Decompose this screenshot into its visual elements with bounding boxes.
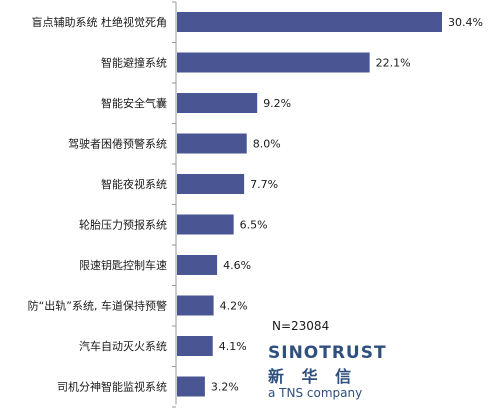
value-label: 4.2%	[220, 300, 248, 313]
value-label: 22.1%	[376, 57, 411, 70]
value-label: 30.4%	[448, 16, 483, 29]
category-label: 智能夜视系统	[101, 177, 167, 191]
axis-ticks	[172, 1, 176, 408]
bar	[177, 295, 214, 316]
tns-tagline: a TNS company	[268, 386, 363, 400]
value-label: 6.5%	[240, 219, 268, 232]
sinotrust-logo-text: SINOTRUST	[268, 343, 387, 363]
value-label: 7.7%	[250, 178, 278, 191]
category-label: 限速钥匙控制车速	[79, 258, 167, 272]
bar	[177, 376, 205, 397]
value-label: 4.1%	[219, 340, 247, 353]
value-label: 3.2%	[211, 381, 239, 394]
sample-size-note: N=23084	[272, 319, 330, 333]
bar	[177, 214, 234, 235]
bar	[177, 174, 245, 194]
category-label: 汽车自动灭火系统	[79, 339, 167, 353]
bar	[177, 93, 258, 113]
bar	[177, 52, 370, 73]
category-label: 驾驶者困倦预警系统	[68, 137, 167, 151]
category-label: 轮胎压力预报系统	[79, 218, 167, 232]
category-label: 防“出轨”系统, 车道保持预警	[28, 299, 167, 313]
value-label: 9.2%	[263, 97, 291, 110]
value-labels: 30.4% 22.1% 9.2% 8.0% 7.7% 6.5% 4.6% 4.2% 4.1% 3.…	[211, 16, 483, 394]
bar	[177, 12, 442, 32]
bar	[177, 255, 218, 275]
category-label: 智能避撞系统	[101, 56, 167, 70]
category-label: 司机分神智能监视系统	[57, 380, 167, 394]
bar	[177, 336, 213, 356]
sinotrust-logo-chinese: 新 华 信	[268, 367, 358, 386]
category-labels: 盲点辅助系统 杜绝视觉死角智能避撞系统智能安全气囊驾驶者困倦预警系统智能夜视系统…	[28, 15, 167, 394]
value-label: 8.0%	[253, 138, 281, 151]
bar	[177, 133, 247, 154]
category-label: 盲点辅助系统 杜绝视觉死角	[32, 15, 168, 29]
value-label: 4.6%	[223, 259, 251, 272]
bars-group	[177, 12, 442, 397]
category-label: 智能安全气囊	[101, 96, 167, 110]
